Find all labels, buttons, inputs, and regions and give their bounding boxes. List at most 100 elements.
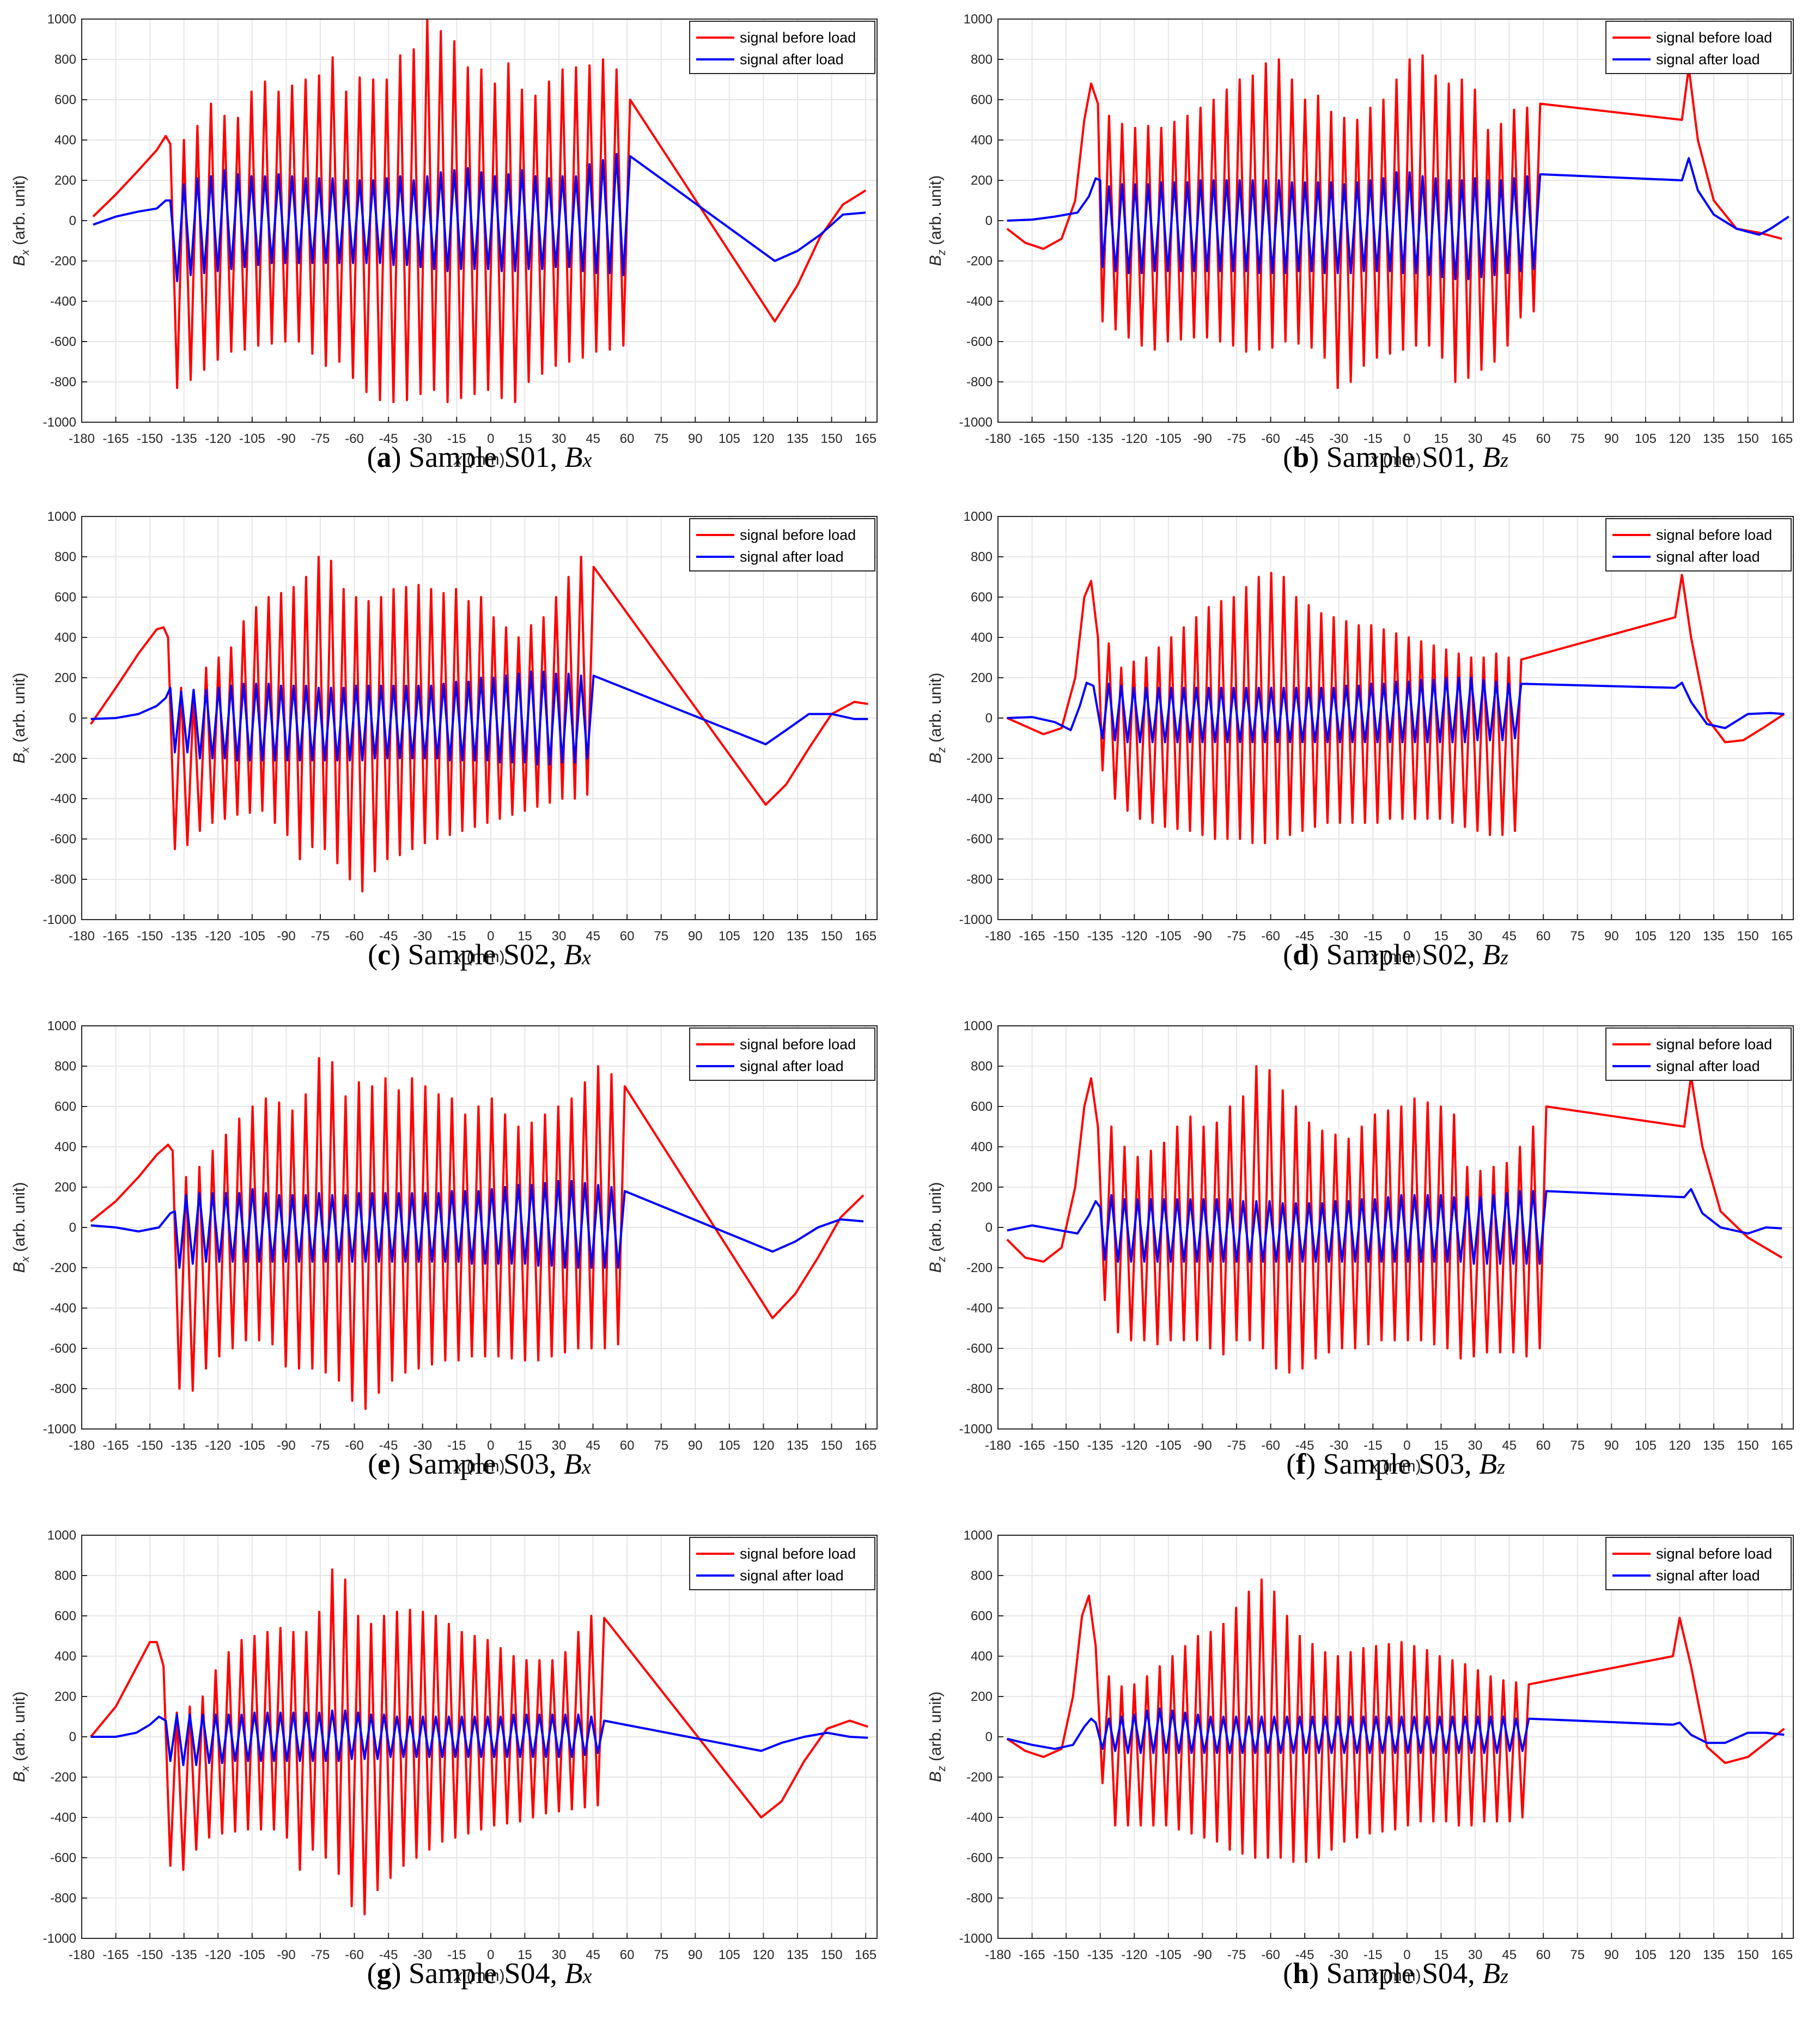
x-tick-label: -150 [1053,1948,1079,1962]
y-tick-label: 1000 [964,509,993,524]
x-tick-label: -75 [311,1438,330,1453]
x-axis-label: x (mm) [1369,948,1421,966]
caption-component: B [564,938,582,971]
y-tick-label: 200 [971,671,993,685]
y-tick-label: -800 [966,872,993,887]
y-tick-label: 0 [985,711,993,726]
x-tick-label: 90 [688,431,703,446]
x-tick-label: -90 [277,929,296,944]
x-tick-label: -45 [379,929,398,944]
y-tick-label: -600 [966,1851,993,1865]
x-tick-label: 135 [1703,431,1725,446]
x-tick-label: 105 [719,1438,740,1453]
x-tick-label: 90 [1604,431,1619,446]
y-tick-label: 0 [985,214,993,228]
x-axis-label: x (mm) [453,948,504,966]
x-tick-label: 45 [1502,1438,1517,1453]
caption-subscript: x [582,449,592,472]
x-tick-label: -150 [137,1948,163,1962]
x-tick-label: -60 [1261,1948,1280,1962]
y-tick-label: -1000 [959,1422,993,1437]
legend-label: signal before load [740,527,856,543]
x-tick-label: 75 [654,1438,668,1453]
y-tick-label: 200 [971,173,993,188]
y-tick-label: 800 [971,1059,993,1074]
caption-d: (d) Sample S02, Bz [1283,938,1508,971]
x-tick-label: -15 [447,1948,466,1962]
legend-box [1605,518,1792,571]
series-after-load-line [90,1179,864,1269]
caption-letter: f [1296,1448,1306,1480]
x-tick-label: -75 [1227,1438,1246,1453]
y-tick-label: -600 [50,1851,76,1865]
series-before-load-line [90,1568,868,1915]
x-tick-label: -135 [171,929,197,944]
y-tick-label: 600 [54,93,76,107]
x-tick-label: 60 [620,431,635,446]
x-tick-label: -180 [985,1948,1011,1962]
y-tick-label: 800 [54,1059,76,1074]
x-tick-label: 0 [487,929,494,944]
x-tick-label: -60 [1261,431,1280,446]
x-tick-label: 30 [552,929,567,944]
chart-e: -180 -165 -150 -135 -120 -105 -90 -75 -60 -45 -30-… [10,1019,878,1475]
x-tick-label: -15 [1364,1948,1383,1962]
x-tick-label: 150 [821,1948,843,1962]
x-tick-label: -150 [1053,431,1079,446]
x-tick-label: -120 [205,431,231,446]
x-tick-label: 45 [586,929,600,944]
y-tick-label: 200 [54,1689,76,1704]
x-tick-label: 165 [855,1438,876,1453]
caption-component: B [1482,938,1501,971]
y-tick-label: -600 [50,832,76,847]
caption-sample: Sample S02 [1326,938,1468,971]
x-tick-label: -105 [239,929,265,944]
x-tick-label: -150 [1053,929,1079,944]
y-axis-label: Bz (arb. unit) [927,175,948,266]
caption-component: B [1479,1448,1498,1480]
x-tick-label: 30 [1468,929,1483,944]
y-tick-label: -1000 [959,415,993,430]
x-tick-label: 165 [855,431,876,446]
x-tick-label: -105 [1155,929,1182,944]
x-axis-label: x (mm) [1369,1457,1421,1475]
x-tick-label: 90 [688,1948,703,1962]
x-tick-label: -30 [413,431,432,446]
legend-label: signal before load [740,1546,856,1562]
caption-letter: c [378,938,391,971]
y-axis-label: Bx (arb. unit) [10,1692,32,1783]
y-tick-label: 400 [971,1140,993,1154]
x-tick-label: 90 [1604,1948,1619,1962]
x-tick-label: 30 [552,431,567,446]
x-tick-label: 30 [552,1948,567,1962]
x-tick-label: 105 [719,431,740,446]
y-tick-label: 0 [69,711,76,726]
caption-g: (g) Sample S04, Bx [367,1957,592,1990]
x-tick-label: 105 [1635,1948,1657,1962]
series-before-load-line [1006,54,1782,390]
y-tick-label: -1000 [43,415,76,430]
y-tick-label: 600 [54,590,76,605]
caption-component: B [1482,441,1501,473]
y-tick-label: -200 [50,1770,76,1785]
y-axis-label: Bx (arb. unit) [10,175,32,266]
x-tick-label: 45 [1502,1948,1517,1962]
x-tick-label: 165 [1771,1948,1793,1962]
x-tick-label: 60 [1536,929,1551,944]
x-tick-label: -135 [1087,1438,1113,1453]
series-after-load-line [90,670,868,766]
legend-label: signal before load [1656,29,1772,46]
caption-component: B [1482,1957,1501,1990]
x-tick-label: 150 [1737,1438,1759,1453]
x-tick-label: 30 [552,1438,567,1453]
x-tick-label: 15 [1434,431,1448,446]
y-tick-label: 800 [54,52,76,67]
x-tick-label: 60 [620,929,635,944]
caption-subscript: x [582,1965,592,1988]
x-tick-label: -180 [985,431,1011,446]
x-tick-label: 15 [518,1948,532,1962]
y-tick-label: 800 [971,52,993,67]
legend: signal before load signal after load [1605,518,1792,571]
x-tick-label: 105 [719,929,740,944]
caption-a: (a) Sample S01, Bx [367,441,592,473]
